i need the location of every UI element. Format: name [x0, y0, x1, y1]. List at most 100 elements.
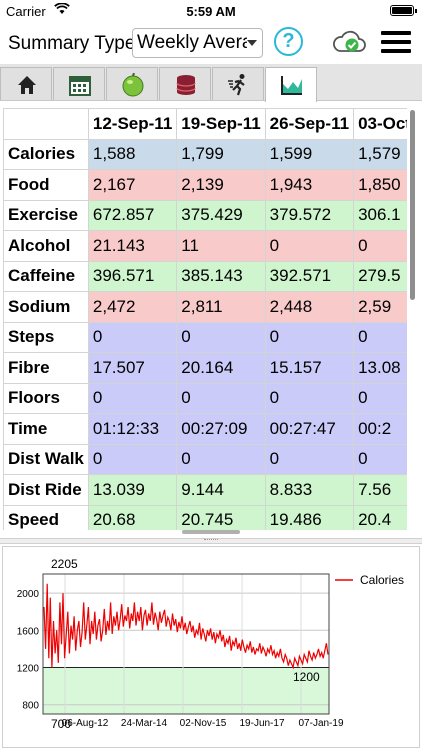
tab-bar — [0, 64, 422, 102]
row-label: Caffeine — [3, 260, 89, 292]
table-cell[interactable]: 396.571 — [87, 260, 178, 292]
table-cell[interactable]: 0 — [87, 382, 178, 414]
table-cell[interactable]: 20.4 — [353, 504, 407, 530]
table-cell[interactable]: 279.5 — [353, 260, 407, 292]
table-cell[interactable]: 0 — [264, 382, 355, 414]
table-cell[interactable]: 19.486 — [264, 504, 355, 530]
table-cell[interactable]: 00:27:09 — [176, 413, 266, 445]
row-label: Floors — [3, 382, 89, 414]
table-cell[interactable]: 672.857 — [87, 199, 178, 231]
row-label: Sodium — [3, 291, 89, 323]
table-cell[interactable]: 0 — [176, 382, 266, 414]
table-cell[interactable]: 11 — [176, 230, 266, 262]
row-label: Calories — [3, 138, 89, 170]
clock: 5:59 AM — [186, 4, 236, 19]
table-cell[interactable]: 9.144 — [176, 474, 266, 506]
table-cell[interactable]: 2,472 — [87, 291, 178, 323]
table-cell[interactable]: 13.039 — [87, 474, 178, 506]
chart-icon — [281, 76, 302, 95]
table-row[interactable]: Food 2,167 2,139 1,943 1,850 — [3, 169, 407, 201]
table-cell[interactable]: 1,850 — [353, 169, 407, 201]
table-cell[interactable]: 0 — [87, 443, 178, 475]
table-row[interactable]: Alcohol 21.143 11 0 0 — [3, 230, 407, 262]
table-row[interactable]: Steps 0 0 0 0 — [3, 321, 407, 353]
table-cell[interactable]: 2,167 — [87, 169, 178, 201]
table-cell[interactable]: 00:2 — [353, 413, 407, 445]
horizontal-scrollbar[interactable] — [182, 530, 240, 534]
table-cell[interactable]: 2,59 — [353, 291, 407, 323]
table-row[interactable]: Dist Ride 13.039 9.144 8.833 7.56 — [3, 474, 407, 506]
tab-chart[interactable] — [265, 67, 317, 102]
table-cell[interactable]: 20.745 — [176, 504, 266, 530]
table-cell[interactable]: 0 — [264, 321, 355, 353]
table-row[interactable]: Fibre 17.507 20.164 15.157 13.08 — [3, 352, 407, 384]
column-header[interactable]: 26-Sep-11 — [264, 108, 355, 140]
table-cell[interactable]: 385.143 — [176, 260, 266, 292]
tab-exercise[interactable] — [212, 67, 264, 100]
max-value-label: 2205 — [51, 557, 78, 571]
splitter[interactable] — [0, 538, 422, 544]
table-cell[interactable]: 1,943 — [264, 169, 355, 201]
column-header[interactable]: 03-Oct-11 — [353, 108, 407, 140]
table-cell[interactable]: 0 — [353, 443, 407, 475]
table-row[interactable]: Sodium 2,472 2,811 2,448 2,59 — [3, 291, 407, 323]
column-header[interactable]: 19-Sep-11 — [176, 108, 266, 140]
table-cell[interactable]: 13.08 — [353, 352, 407, 384]
table-cell[interactable]: 379.572 — [264, 199, 355, 231]
table-cell[interactable]: 0 — [176, 321, 266, 353]
table-cell[interactable]: 1,579 — [353, 138, 407, 170]
table-cell[interactable]: 0 — [264, 230, 355, 262]
table-row[interactable]: Calories 1,588 1,799 1,599 1,579 — [3, 138, 407, 170]
column-header[interactable]: 12-Sep-11 — [87, 108, 178, 140]
y-tick-label: 2000 — [17, 589, 40, 600]
summary-type-select[interactable]: Weekly Average — [132, 28, 263, 58]
tab-food[interactable] — [106, 67, 158, 100]
table-cell[interactable]: 2,811 — [176, 291, 266, 323]
table-cell[interactable]: 21.143 — [87, 230, 178, 262]
table-row[interactable]: Floors 0 0 0 0 — [3, 382, 407, 414]
table-cell[interactable]: 17.507 — [87, 352, 178, 384]
x-tick-label: 06-Aug-12 — [62, 718, 109, 729]
vertical-scrollbar[interactable] — [410, 110, 415, 300]
table-cell[interactable]: 0 — [176, 443, 266, 475]
table-cell[interactable]: 1,599 — [264, 138, 355, 170]
table-cell[interactable]: 20.164 — [176, 352, 266, 384]
table-cell[interactable]: 2,139 — [176, 169, 266, 201]
table-cell[interactable]: 306.1 — [353, 199, 407, 231]
table-cell[interactable]: 392.571 — [264, 260, 355, 292]
table-cell[interactable]: 2,448 — [264, 291, 355, 323]
table-row[interactable]: Caffeine 396.571 385.143 392.571 279.5 — [3, 260, 407, 292]
help-button[interactable]: ? — [274, 27, 303, 56]
table-cell[interactable]: 0 — [87, 321, 178, 353]
row-label: Time — [3, 413, 89, 445]
home-icon — [18, 76, 36, 94]
table-cell[interactable]: 0 — [353, 321, 407, 353]
apple-icon — [122, 73, 144, 97]
tab-calendar[interactable] — [53, 67, 105, 100]
table-cell[interactable]: 7.56 — [353, 474, 407, 506]
cloud-sync-icon[interactable] — [331, 28, 367, 56]
table-cell[interactable]: 0 — [353, 382, 407, 414]
table-cell[interactable]: 15.157 — [264, 352, 355, 384]
table-cell[interactable]: 375.429 — [176, 199, 266, 231]
table-row[interactable]: Speed 20.68 20.745 19.486 20.4 — [3, 504, 407, 530]
table-cell[interactable]: 8.833 — [264, 474, 355, 506]
table-row[interactable]: Time 01:12:33 00:27:09 00:27:47 00:2 — [3, 413, 407, 445]
table-cell[interactable]: 00:27:47 — [264, 413, 355, 445]
menu-button[interactable] — [381, 31, 411, 53]
table-cell[interactable]: 0 — [264, 443, 355, 475]
summary-type-value: Weekly Average — [137, 32, 247, 53]
table-row[interactable]: Dist Walk 0 0 0 0 — [3, 443, 407, 475]
menu-bar — [381, 40, 411, 44]
table-cell[interactable]: 1,588 — [87, 138, 178, 170]
table-cell[interactable]: 20.68 — [87, 504, 178, 530]
tab-database[interactable] — [159, 67, 211, 100]
summary-table[interactable]: 12-Sep-11 19-Sep-11 26-Sep-11 03-Oct-11 … — [3, 108, 407, 530]
table-cell[interactable]: 01:12:33 — [87, 413, 178, 445]
calories-series-line — [43, 583, 329, 670]
table-cell[interactable]: 1,799 — [176, 138, 266, 170]
table-cell[interactable]: 0 — [353, 230, 407, 262]
tab-home[interactable] — [0, 67, 52, 100]
row-label: Dist Ride — [3, 474, 89, 506]
table-row[interactable]: Exercise 672.857 375.429 379.572 306.1 — [3, 199, 407, 231]
